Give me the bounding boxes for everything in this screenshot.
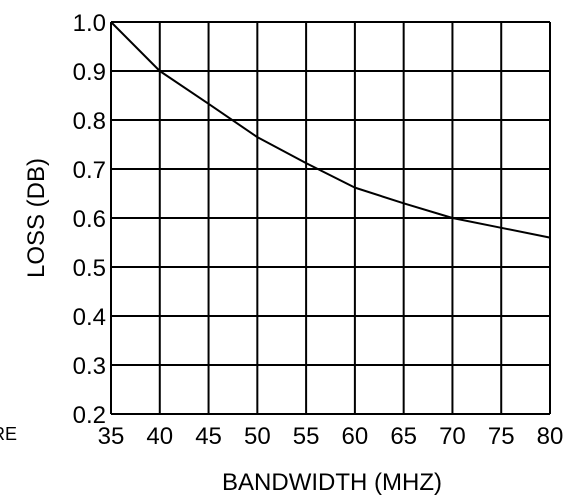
- y-tick-label: 0.3: [73, 353, 106, 380]
- y-tick-labels: 0.2 0.3 0.4 0.5 0.6 0.7 0.8 0.9 1.0: [73, 10, 106, 429]
- y-tick-label: 0.9: [73, 59, 106, 86]
- x-tick-labels: 35 40 45 50 55 60 65 70 75 80: [98, 423, 564, 450]
- y-tick-label: 1.0: [73, 10, 106, 37]
- side-note-label: RE: [0, 424, 17, 444]
- series-group: [110, 21, 551, 239]
- y-axis-label: LOSS (DB): [23, 158, 50, 278]
- x-tick-label: 45: [195, 423, 222, 450]
- x-tick-label: 65: [390, 423, 417, 450]
- x-tick-label: 75: [488, 423, 515, 450]
- x-tick-label: 50: [244, 423, 271, 450]
- x-tick-label: 40: [146, 423, 173, 450]
- x-tick-label: 35: [98, 423, 125, 450]
- x-tick-label: 60: [342, 423, 369, 450]
- y-tick-label: 0.8: [73, 108, 106, 135]
- y-tick-label: 0.7: [73, 157, 106, 184]
- x-axis-label: BANDWIDTH (MHZ): [222, 469, 442, 496]
- y-tick-label: 0.2: [73, 402, 106, 429]
- y-tick-label: 0.6: [73, 206, 106, 233]
- series-line: [110, 21, 551, 239]
- x-tick-label: 70: [439, 423, 466, 450]
- grid: [110, 21, 551, 415]
- x-tick-label: 55: [293, 423, 320, 450]
- x-tick-label: 80: [537, 423, 564, 450]
- y-tick-label: 0.5: [73, 255, 106, 282]
- y-tick-label: 0.4: [73, 304, 106, 331]
